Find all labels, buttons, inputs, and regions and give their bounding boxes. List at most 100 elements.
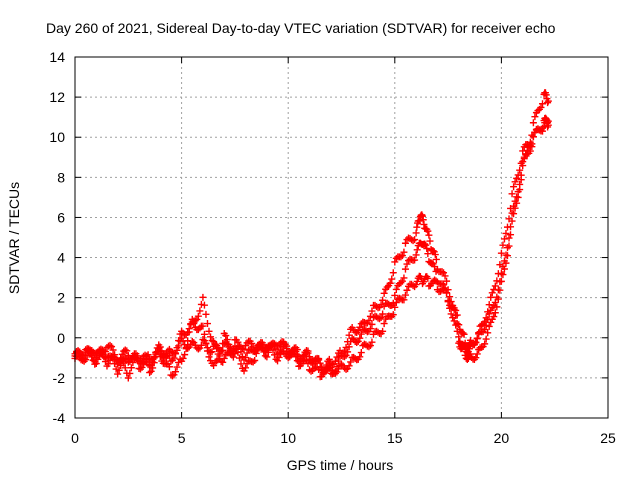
data-point [421,240,429,248]
data-point [146,362,154,370]
data-point [368,338,376,346]
data-point [522,150,530,158]
data-point [211,340,219,348]
y-tick-label: 2 [57,290,65,306]
data-point [196,307,204,315]
data-point [356,334,364,342]
data-point [321,366,329,374]
data-point [447,298,455,306]
data-point [121,346,129,354]
data-point [505,234,513,242]
data-point [403,260,411,268]
data-point [347,358,355,366]
data-point [252,349,260,357]
data-point [519,162,527,170]
data-point [220,354,228,362]
data-point [331,367,339,375]
data-point [525,143,533,151]
data-point [237,360,245,368]
data-point [216,352,224,360]
y-tick-label: -4 [53,410,66,426]
data-point [491,282,499,290]
data-point [181,351,189,359]
data-point [449,301,457,309]
data-point [219,339,227,347]
data-point [203,347,211,355]
data-point [478,343,486,351]
data-point [413,277,421,285]
data-point [481,340,489,348]
data-point [167,357,175,365]
data-point [219,358,227,366]
data-point [412,281,420,289]
data-point [374,328,382,336]
data-point [397,295,405,303]
data-point [424,250,432,258]
data-point [368,320,376,328]
data-point [165,363,173,371]
x-tick-label: 20 [494,430,510,446]
x-tick-label: 10 [280,430,296,446]
data-point [440,281,448,289]
data-point [466,336,474,344]
data-point [205,353,213,361]
data-point [544,97,552,105]
data-point [380,289,388,297]
data-point [529,119,537,127]
data-point [249,358,257,366]
y-tick-label: -2 [53,370,66,386]
data-point [482,321,490,329]
data-point [419,212,427,220]
data-point [123,347,131,355]
data-point [379,296,387,304]
data-point [490,302,498,310]
data-point [109,346,117,354]
data-point [91,358,99,366]
data-point [342,365,350,373]
data-point [172,350,180,358]
data-point [411,256,419,264]
data-point [401,265,409,273]
plot-frame [74,56,609,419]
data-point [388,275,396,283]
y-tick-label: 12 [49,89,65,105]
data-point [165,352,173,360]
data-point [411,236,419,244]
data-point [162,353,170,361]
data-point [172,368,180,376]
data-point [500,235,508,243]
data-point [155,348,163,356]
data-point [377,313,385,321]
data-point [327,359,335,367]
data-point [356,353,364,361]
data-point [341,347,349,355]
data-point [275,353,283,361]
data-point [105,360,113,368]
data-point [217,347,225,355]
data-point [502,229,510,237]
data-point [438,280,446,288]
y-tick-label: 8 [57,169,65,185]
data-point [287,351,295,359]
data-point [170,354,178,362]
data-point [194,326,202,334]
data-point [441,272,449,280]
data-point [544,99,552,107]
data-point [260,346,268,354]
data-point [389,311,397,319]
data-point [459,341,467,349]
data-point [194,345,202,353]
data-point [481,326,489,334]
data-point [304,359,312,367]
data-point [223,336,231,344]
data-point [428,259,436,267]
data-point [129,359,137,367]
series-track-c [71,89,552,382]
y-axis-label: SDTVAR / TECUs [6,182,22,294]
data-point [283,345,291,353]
data-point [513,199,521,207]
data-point [74,352,82,360]
data-point [120,359,128,367]
data-point [391,291,399,299]
